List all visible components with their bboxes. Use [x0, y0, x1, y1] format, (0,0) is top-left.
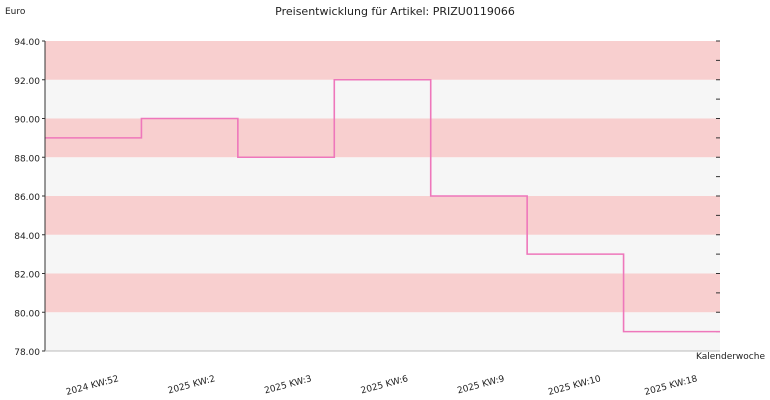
chart-title: Preisentwicklung für Artikel: PRIZU01190…: [275, 5, 515, 18]
y-axis-label: Euro: [5, 7, 26, 17]
axes: [44, 41, 720, 352]
band-0: [45, 312, 720, 351]
x-tick-label: 2025 KW:3: [263, 374, 312, 396]
y-tick-label: 86.00: [14, 193, 40, 203]
y-tick-label: 88.00: [14, 154, 40, 164]
y-tick-label: 78.00: [14, 348, 40, 358]
x-tick-label: 2025 KW:10: [547, 374, 602, 398]
y-tick-label: 84.00: [14, 232, 40, 242]
background-bands: [45, 41, 720, 351]
x-axis-label: Kalenderwoche: [696, 352, 765, 362]
price-series: [45, 78, 720, 333]
x-axis-ticks: 2024 KW:52 2025 KW:2 2025 KW:3 2025 KW:6 202…: [65, 374, 699, 398]
y-tick-label: 94.00: [14, 38, 40, 48]
band-5: [45, 118, 720, 158]
band-1: [45, 273, 720, 313]
x-tick-label: 2025 KW:2: [167, 374, 216, 396]
y-tick-label: 92.00: [14, 77, 40, 87]
band-6: [45, 79, 720, 119]
x-tick-label: 2025 KW:6: [360, 374, 410, 396]
y-tick-label: 82.00: [14, 271, 40, 281]
y-axis-ticks: 94.00 92.00 90.00 88.00 86.00 84.00 82.00 80.00…: [14, 38, 720, 358]
x-tick-label: 2025 KW:9: [456, 374, 506, 396]
x-tick-label: 2024 KW:52: [65, 374, 120, 398]
band-3: [45, 196, 720, 235]
y-tick-label: 90.00: [14, 116, 40, 126]
price-step-line: [45, 78, 720, 333]
band-7: [45, 41, 720, 80]
y-tick-label: 80.00: [14, 309, 40, 319]
x-tick-label: 2025 KW:18: [644, 374, 699, 398]
band-4: [45, 157, 720, 196]
